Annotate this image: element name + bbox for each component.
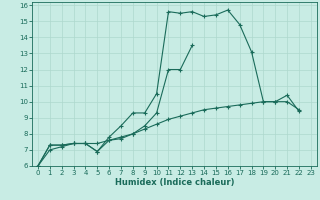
- X-axis label: Humidex (Indice chaleur): Humidex (Indice chaleur): [115, 178, 234, 187]
